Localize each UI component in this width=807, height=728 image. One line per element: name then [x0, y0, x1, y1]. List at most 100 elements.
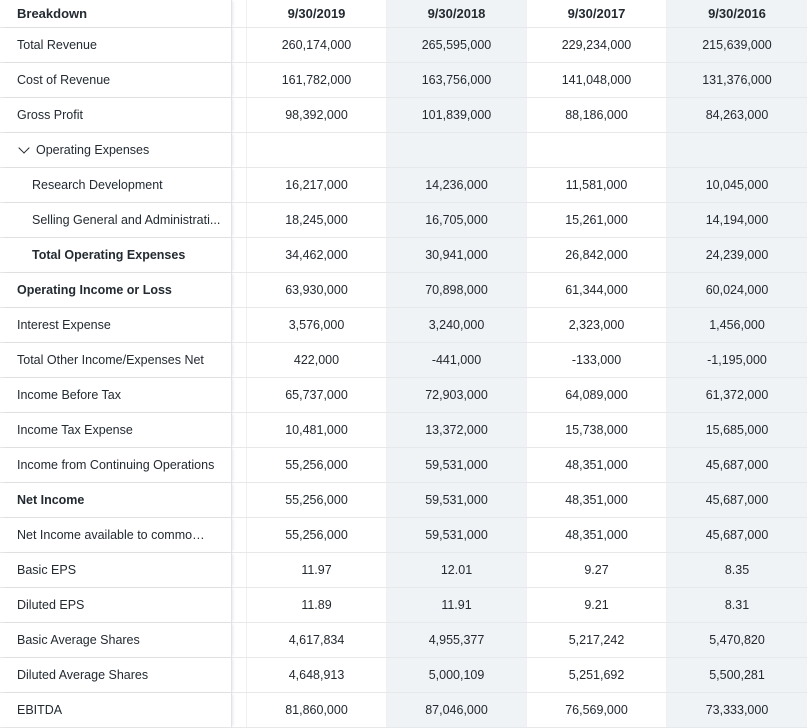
row-value: 98,392,000: [246, 98, 386, 132]
row-value: 14,236,000: [386, 168, 526, 202]
table-row: Total Other Income/Expenses Net 422,000 …: [0, 343, 807, 378]
row-value: 3,240,000: [386, 308, 526, 342]
row-value: 131,376,000: [666, 63, 807, 97]
row-value: [386, 133, 526, 167]
row-label: Income Tax Expense: [0, 413, 232, 447]
date-header-2017: 9/30/2017: [526, 0, 666, 27]
row-value: 73,333,000: [666, 693, 807, 727]
row-value: 9.21: [526, 588, 666, 622]
row-label: Cost of Revenue: [0, 63, 232, 97]
row-value: 5,251,692: [526, 658, 666, 692]
row-value: 45,687,000: [666, 483, 807, 517]
table-row: Net Income 55,256,000 59,531,000 48,351,…: [0, 483, 807, 518]
row-value: 45,687,000: [666, 448, 807, 482]
row-value: 48,351,000: [526, 448, 666, 482]
row-label: Basic EPS: [0, 553, 232, 587]
row-value: 45,687,000: [666, 518, 807, 552]
row-label: Diluted EPS: [0, 588, 232, 622]
row-value: 163,756,000: [386, 63, 526, 97]
row-value: 88,186,000: [526, 98, 666, 132]
row-value: -1,195,000: [666, 343, 807, 377]
row-label-text: Net Income available to common s...: [17, 528, 207, 542]
row-label-expandable[interactable]: Operating Expenses: [0, 133, 232, 167]
row-value: 5,000,109: [386, 658, 526, 692]
spacer: [232, 343, 246, 377]
row-value: -441,000: [386, 343, 526, 377]
row-label: Income Before Tax: [0, 378, 232, 412]
table-row: Diluted EPS 11.89 11.91 9.21 8.31: [0, 588, 807, 623]
row-value: 30,941,000: [386, 238, 526, 272]
table-row: Net Income available to common s... 55,2…: [0, 518, 807, 553]
row-label: Basic Average Shares: [0, 623, 232, 657]
row-value: 59,531,000: [386, 518, 526, 552]
spacer: [232, 168, 246, 202]
row-value: 24,239,000: [666, 238, 807, 272]
row-value: 63,930,000: [246, 273, 386, 307]
row-value: 55,256,000: [246, 518, 386, 552]
row-value: 15,685,000: [666, 413, 807, 447]
row-value: 64,089,000: [526, 378, 666, 412]
row-label: Total Other Income/Expenses Net: [0, 343, 232, 377]
spacer: [232, 63, 246, 97]
row-value: 14,194,000: [666, 203, 807, 237]
row-value: 9.27: [526, 553, 666, 587]
row-value: 13,372,000: [386, 413, 526, 447]
row-value: 11.91: [386, 588, 526, 622]
row-value: 215,639,000: [666, 28, 807, 62]
row-value: 65,737,000: [246, 378, 386, 412]
spacer: [232, 483, 246, 517]
row-value: 34,462,000: [246, 238, 386, 272]
row-value: 11.89: [246, 588, 386, 622]
row-label: Diluted Average Shares: [0, 658, 232, 692]
row-value: 55,256,000: [246, 448, 386, 482]
chevron-down-icon[interactable]: [18, 142, 30, 154]
row-value: 5,500,281: [666, 658, 807, 692]
spacer: [232, 693, 246, 727]
row-value: 16,217,000: [246, 168, 386, 202]
table-row: Basic EPS 11.97 12.01 9.27 8.35: [0, 553, 807, 588]
row-value: 4,617,834: [246, 623, 386, 657]
row-value: 8.31: [666, 588, 807, 622]
row-value: 61,344,000: [526, 273, 666, 307]
row-value: [666, 133, 807, 167]
table-row: Operating Income or Loss 63,930,000 70,8…: [0, 273, 807, 308]
table-row: Total Revenue 260,174,000 265,595,000 22…: [0, 28, 807, 63]
spacer: [232, 413, 246, 447]
table-header-row: Breakdown 9/30/2019 9/30/2018 9/30/2017 …: [0, 0, 807, 28]
spacer: [232, 98, 246, 132]
table-row: Income from Continuing Operations 55,256…: [0, 448, 807, 483]
spacer: [232, 0, 246, 27]
row-value: 59,531,000: [386, 448, 526, 482]
table-row: Interest Expense 3,576,000 3,240,000 2,3…: [0, 308, 807, 343]
row-value: 70,898,000: [386, 273, 526, 307]
row-value: [526, 133, 666, 167]
row-value: 4,648,913: [246, 658, 386, 692]
row-value: 18,245,000: [246, 203, 386, 237]
row-label-text: Selling General and Administrati...: [32, 213, 221, 227]
spacer: [232, 273, 246, 307]
row-value: 11.97: [246, 553, 386, 587]
table-row: Selling General and Administrati... 18,2…: [0, 203, 807, 238]
row-value: 48,351,000: [526, 518, 666, 552]
table-row: EBITDA 81,860,000 87,046,000 76,569,000 …: [0, 693, 807, 728]
row-value: [246, 133, 386, 167]
spacer: [232, 133, 246, 167]
row-value: 61,372,000: [666, 378, 807, 412]
row-value: 48,351,000: [526, 483, 666, 517]
row-label: Research Development: [0, 168, 232, 202]
row-value: 12.01: [386, 553, 526, 587]
table-row: Gross Profit 98,392,000 101,839,000 88,1…: [0, 98, 807, 133]
table-row-operating-expenses[interactable]: Operating Expenses: [0, 133, 807, 168]
date-header-2018: 9/30/2018: [386, 0, 526, 27]
row-label: EBITDA: [0, 693, 232, 727]
row-label: Net Income available to common s...: [0, 518, 232, 552]
table-row: Research Development 16,217,000 14,236,0…: [0, 168, 807, 203]
row-value: 11,581,000: [526, 168, 666, 202]
row-value: 55,256,000: [246, 483, 386, 517]
table-row: Cost of Revenue 161,782,000 163,756,000 …: [0, 63, 807, 98]
row-value: 15,261,000: [526, 203, 666, 237]
spacer: [232, 238, 246, 272]
spacer: [232, 658, 246, 692]
row-value: 76,569,000: [526, 693, 666, 727]
row-value: 72,903,000: [386, 378, 526, 412]
